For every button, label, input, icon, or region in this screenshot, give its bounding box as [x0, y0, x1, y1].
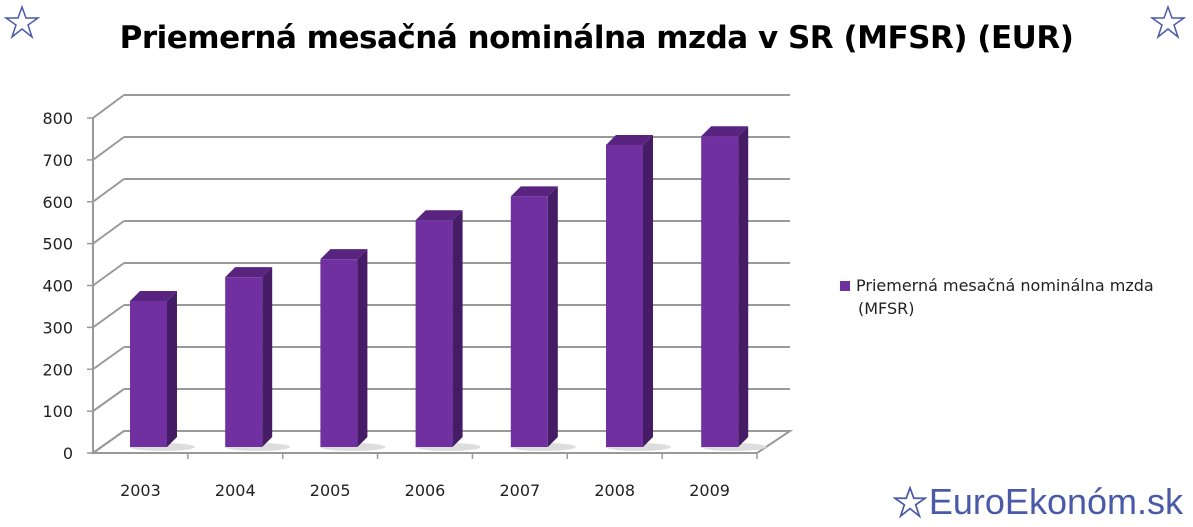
- legend-label-cont: (MFSR): [858, 299, 915, 318]
- gridline-side: [92, 388, 125, 412]
- bar-2006: [415, 220, 453, 447]
- bar-2005: [320, 259, 358, 447]
- bar-top: [701, 126, 749, 137]
- star-icon: [4, 4, 40, 40]
- x-tick-label: 2009: [689, 481, 730, 500]
- x-tick-label: 2004: [215, 481, 256, 500]
- bar-2003: [130, 301, 167, 447]
- y-tick-label: 600: [42, 193, 73, 212]
- gridline-side: [92, 304, 125, 329]
- y-tick-label: 800: [42, 109, 73, 128]
- bar-side: [357, 249, 368, 447]
- bar-top: [320, 249, 368, 260]
- gridline-side: [92, 94, 125, 119]
- x-tick-label: 2005: [310, 481, 351, 500]
- x-tick-label: 2006: [405, 481, 446, 500]
- logo-text: EuroEkonóm.sk: [928, 481, 1183, 522]
- bar-side: [167, 291, 177, 447]
- y-tick-label: 500: [42, 235, 73, 254]
- bar-side: [738, 126, 749, 448]
- bar-top: [225, 267, 273, 278]
- gridline-side: [92, 346, 125, 371]
- bar-side: [452, 210, 463, 447]
- legend-swatch: [840, 281, 850, 291]
- y-tick-label: 200: [42, 360, 73, 379]
- x-tick-label: 2007: [499, 481, 540, 500]
- bar-top: [510, 186, 558, 197]
- legend-label: Priemerná mesačná nominálna mzda: [856, 276, 1154, 295]
- chart-title: Priemerná mesačná nominálna mzda v SR (M…: [119, 20, 1074, 56]
- bar-2008: [606, 144, 643, 447]
- y-tick-label: 0: [63, 444, 73, 463]
- bar-side: [262, 267, 273, 447]
- bar-top: [130, 291, 177, 302]
- legend: Priemerná mesačná nominálna mzda (MFSR): [840, 274, 1180, 320]
- y-tick-label: 300: [42, 318, 73, 337]
- bar-top: [606, 134, 653, 145]
- x-tick-label: 2003: [120, 481, 161, 500]
- gridline-side: [92, 220, 125, 245]
- bar-2007: [510, 196, 548, 447]
- bar-top: [415, 210, 463, 221]
- bar-side: [547, 186, 558, 447]
- y-tick-label: 700: [42, 151, 73, 170]
- gridline-side: [92, 178, 125, 203]
- logo: EuroEkonóm.sk: [892, 481, 1183, 522]
- bar-2009: [701, 136, 739, 447]
- bar-2004: [225, 277, 263, 447]
- star-icon: [1150, 4, 1186, 40]
- star-icon: [892, 485, 928, 519]
- bar-side: [643, 134, 653, 447]
- y-tick-label: 100: [42, 402, 73, 421]
- y-tick-label: 400: [42, 277, 73, 296]
- x-tick-label: 2008: [594, 481, 635, 500]
- gridline-side: [92, 262, 125, 287]
- gridline-side: [92, 136, 125, 161]
